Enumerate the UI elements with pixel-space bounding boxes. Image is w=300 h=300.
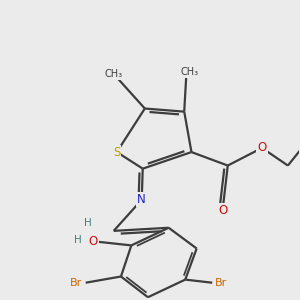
Text: O: O bbox=[88, 235, 98, 248]
Text: O: O bbox=[257, 141, 267, 154]
Text: Br: Br bbox=[215, 278, 228, 288]
Text: CH₃: CH₃ bbox=[105, 69, 123, 79]
Text: Br: Br bbox=[70, 278, 83, 288]
Text: CH₃: CH₃ bbox=[180, 67, 199, 77]
Text: O: O bbox=[218, 204, 227, 217]
Text: N: N bbox=[137, 193, 146, 206]
Text: H: H bbox=[74, 235, 82, 245]
Text: H: H bbox=[84, 218, 92, 228]
Text: S: S bbox=[113, 146, 121, 159]
